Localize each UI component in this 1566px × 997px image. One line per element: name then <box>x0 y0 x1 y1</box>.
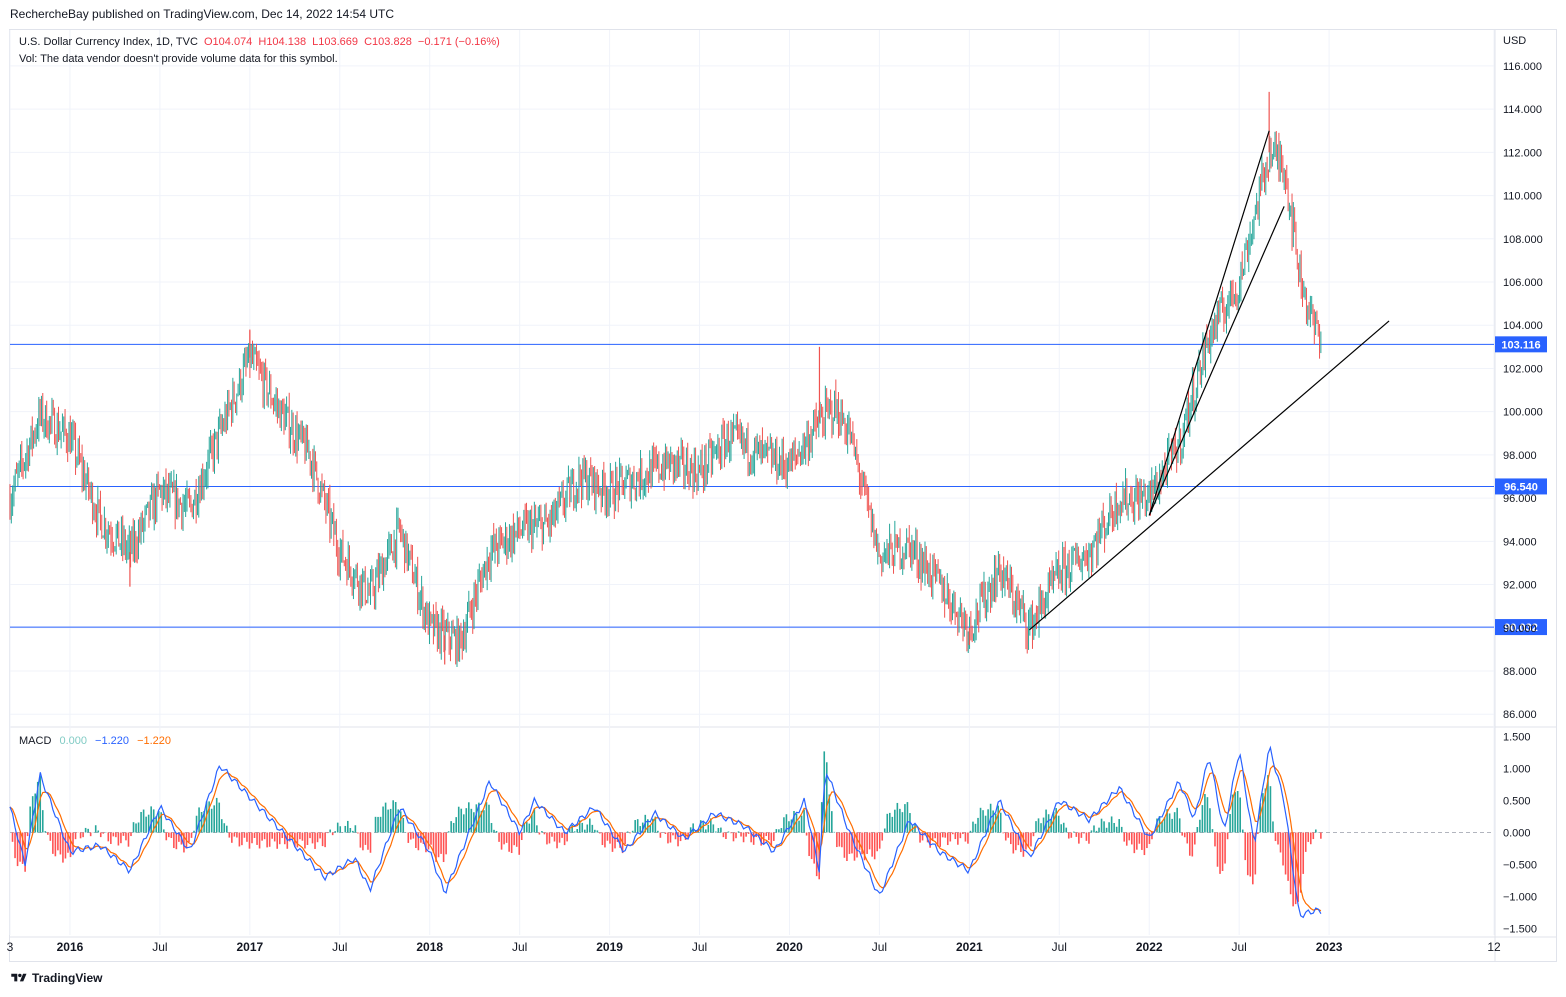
macd-pane <box>9 745 1494 919</box>
price-candles <box>9 91 1322 667</box>
time-axis-tick: 12 <box>1487 940 1501 954</box>
open-value: O104.074 <box>203 36 253 48</box>
price-axis-tick: 104.000 <box>1503 320 1543 332</box>
brand-name: TradingView <box>32 971 103 985</box>
axes: 116.000 114.000 112.000 110.000 108.000 106.0… <box>7 61 1543 954</box>
price-axis-tick: 110.000 <box>1503 191 1542 203</box>
price-axis-tick: 92.000 <box>1503 580 1537 592</box>
price-level-tag <box>1495 336 1547 353</box>
macd-label: MACD <box>19 735 52 747</box>
time-axis-tick: Jul <box>1052 940 1067 954</box>
price-level-label: 96.540 <box>1504 481 1538 493</box>
price-axis-tick: 96.000 <box>1503 493 1537 505</box>
horizontal-levels: 103.116 96.540 90.032 <box>10 336 1547 636</box>
macd-axis-tick: 1.500 <box>1503 731 1531 743</box>
price-axis-tick: 102.000 <box>1503 363 1543 375</box>
price-axis-tick: 88.000 <box>1503 666 1537 678</box>
macd-axis-tick: 1.000 <box>1503 763 1531 775</box>
time-axis-tick: Jul <box>1231 940 1246 954</box>
grid <box>9 29 1557 962</box>
time-axis-tick: 2020 <box>776 940 803 954</box>
macd-legend: MACD 0.000 −1.220 −1.220 <box>19 735 176 747</box>
price-axis-tick: 106.000 <box>1503 277 1543 289</box>
trendlines <box>1028 130 1390 631</box>
currency-unit: USD <box>1503 35 1527 47</box>
macd-axis-tick: −0.500 <box>1503 860 1537 872</box>
price-axis-tick: 100.000 <box>1503 407 1543 419</box>
macd-signal-value: −1.220 <box>137 735 172 747</box>
tradingview-logo-icon <box>11 973 27 982</box>
price-level-tag <box>1495 478 1547 495</box>
price-level-label: 103.116 <box>1501 339 1540 351</box>
price-axis-tick: 116.000 <box>1503 61 1542 73</box>
trendline <box>1028 320 1390 631</box>
volume-note: Vol: The data vendor doesn't provide vol… <box>19 53 338 65</box>
macd-axis-tick: −1.000 <box>1503 892 1537 904</box>
macd-histogram-value: 0.000 <box>59 735 87 747</box>
macd-axis-tick: −1.500 <box>1503 924 1537 936</box>
price-axis-tick: 108.000 <box>1503 234 1543 246</box>
price-axis-tick: 114.000 <box>1503 104 1542 116</box>
time-axis-tick: 3 <box>7 940 14 954</box>
macd-line-value: −1.220 <box>95 735 129 747</box>
close-value: C103.828 <box>364 36 412 48</box>
price-legend: U.S. Dollar Currency Index, 1D, TVC O104… <box>19 36 503 48</box>
tradingview-brand[interactable]: TradingView <box>10 971 102 985</box>
trendline <box>1148 130 1270 516</box>
time-axis-tick: 2018 <box>416 940 443 954</box>
price-level-label: 90.032 <box>1504 622 1538 634</box>
time-axis-tick: Jul <box>692 940 707 954</box>
time-axis-tick: Jul <box>332 940 347 954</box>
time-axis-tick: Jul <box>152 940 167 954</box>
low-value: L103.669 <box>312 36 359 48</box>
price-level-tag <box>1495 619 1547 636</box>
macd-line <box>9 745 1322 919</box>
time-axis-tick: 2019 <box>596 940 623 954</box>
time-axis-tick: 2016 <box>57 940 84 954</box>
published-line: RechercheBay published on TradingView.co… <box>10 7 395 21</box>
time-axis-tick: 2022 <box>1136 940 1163 954</box>
price-axis-tick: 90.000 <box>1503 623 1537 635</box>
high-value: H104.138 <box>258 36 307 48</box>
trendline <box>1148 206 1285 516</box>
price-axis-tick: 112.000 <box>1503 147 1542 159</box>
time-axis-tick: 2017 <box>236 940 263 954</box>
symbol-label: U.S. Dollar Currency Index, 1D, TVC <box>19 36 198 48</box>
time-axis-tick: Jul <box>512 940 527 954</box>
time-axis-tick: Jul <box>872 940 887 954</box>
macd-axis-tick: 0.000 <box>1503 828 1531 840</box>
price-axis-tick: 98.000 <box>1503 450 1537 462</box>
macd-axis-tick: 0.500 <box>1503 795 1531 807</box>
price-axis-tick: 94.000 <box>1503 536 1537 548</box>
time-axis-tick: 2023 <box>1316 940 1343 954</box>
time-axis-tick: 2021 <box>956 940 983 954</box>
price-axis-tick: 86.000 <box>1503 709 1537 721</box>
change-value: −0.171 (−0.16%) <box>417 36 500 48</box>
